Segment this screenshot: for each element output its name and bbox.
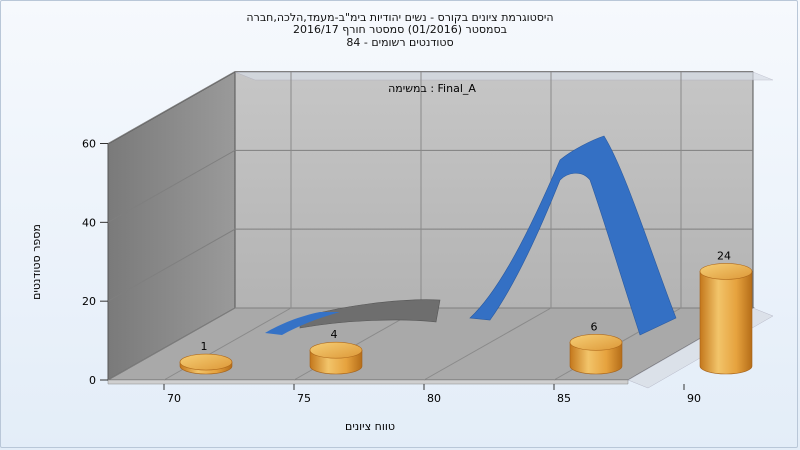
y-axis-label: מספר סטודנטים xyxy=(30,224,43,300)
bar-top-85 xyxy=(569,334,623,351)
bar-top-90 xyxy=(699,263,753,280)
grid-line-y-20 xyxy=(107,228,753,302)
data-label-90: 24 xyxy=(717,249,731,262)
chart-title-line-1: היסטוגרמת ציונים בקורס - נשים יהודיות בי… xyxy=(246,11,554,24)
data-label-70: 1 xyxy=(201,340,208,353)
y-tick-label-60: 60 xyxy=(82,138,96,151)
chart-title-line-2: בסמסטר (01/2016) סמסטר חורף 2016/17 xyxy=(293,23,507,36)
data-label-75: 4 xyxy=(331,328,338,341)
y-tick-label-0: 0 xyxy=(89,374,96,387)
annotation-label: במשימה : Final_A xyxy=(388,82,476,95)
bar-70 xyxy=(179,353,233,375)
bar-body-90 xyxy=(699,271,753,375)
x-tick-label-70: 70 xyxy=(167,392,181,405)
x-tick-label-90: 90 xyxy=(687,392,701,405)
bar-body-85 xyxy=(569,342,623,375)
x-tick-label-80: 80 xyxy=(427,392,441,405)
y-tick-label-20: 20 xyxy=(82,295,96,308)
floor-front-edge xyxy=(107,379,629,385)
grid-line-y-60 xyxy=(107,71,753,144)
x-tick-label-75: 75 xyxy=(297,392,311,405)
top-depth-strip xyxy=(234,71,774,81)
bar-90 xyxy=(699,263,753,375)
bars xyxy=(179,263,753,375)
bar-75 xyxy=(309,341,363,375)
floor-line-x-80 xyxy=(423,307,552,381)
data-label-85: 6 xyxy=(591,320,598,333)
data-labels: 14624461 xyxy=(201,249,732,353)
axis-ticks: 0204060707580859095100 xyxy=(82,138,701,406)
x-axis-label: טווח ציונים xyxy=(345,420,395,433)
bar-85 xyxy=(569,334,623,375)
x-tick-label-85: 85 xyxy=(557,392,571,405)
chart-title-line-3: סטודנטים רשומים - 84 xyxy=(346,36,454,49)
bar-top-75 xyxy=(309,341,363,359)
distribution-curve-dark xyxy=(299,299,441,329)
distribution-curve-left xyxy=(265,312,340,335)
back-wall xyxy=(234,71,754,309)
grid-line-y-0 xyxy=(107,307,753,381)
y-tick-label-40: 40 xyxy=(82,216,96,229)
bar-top-70 xyxy=(179,353,233,371)
distribution-curve xyxy=(469,135,677,336)
